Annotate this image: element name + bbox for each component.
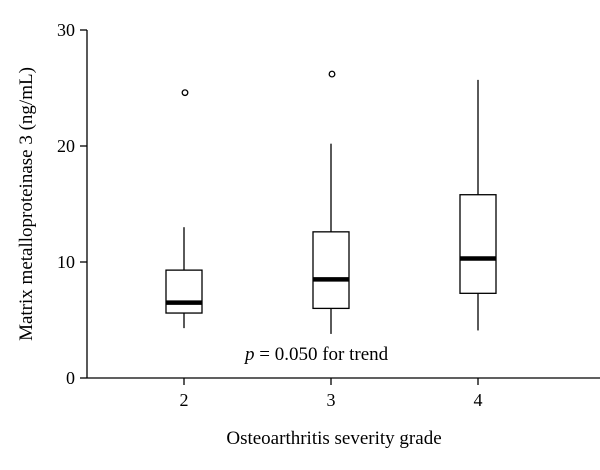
x-ticks: 2 3 4: [180, 378, 483, 410]
p-value-annotation: p = 0.050 for trend: [243, 344, 389, 365]
p-value-text: = 0.050 for trend: [255, 344, 389, 365]
x-tick-label: 3: [327, 390, 336, 410]
iqr-box: [459, 194, 497, 294]
iqr-box: [312, 231, 350, 310]
y-tick-label: 30: [57, 20, 75, 40]
box-group-grade-3: [312, 70, 350, 334]
y-axis-title: Matrix metalloproteinase 3 (ng/mL): [16, 67, 37, 341]
outlier-point: [328, 70, 336, 78]
outlier-point: [181, 89, 189, 97]
y-tick-label: 0: [66, 368, 75, 388]
y-tick-label: 20: [57, 136, 75, 156]
y-tick-label: 10: [57, 252, 75, 272]
p-symbol: p: [243, 344, 255, 365]
box-group-grade-2: [165, 89, 203, 329]
y-ticks: 0 10 20 30: [57, 20, 87, 388]
x-axis-title: Osteoarthritis severity grade: [226, 428, 441, 449]
x-tick-label: 2: [180, 390, 189, 410]
axes: [86, 30, 600, 379]
boxes: [165, 70, 497, 334]
box-group-grade-4: [459, 79, 497, 331]
iqr-box: [165, 269, 203, 314]
x-tick-label: 4: [474, 390, 483, 410]
